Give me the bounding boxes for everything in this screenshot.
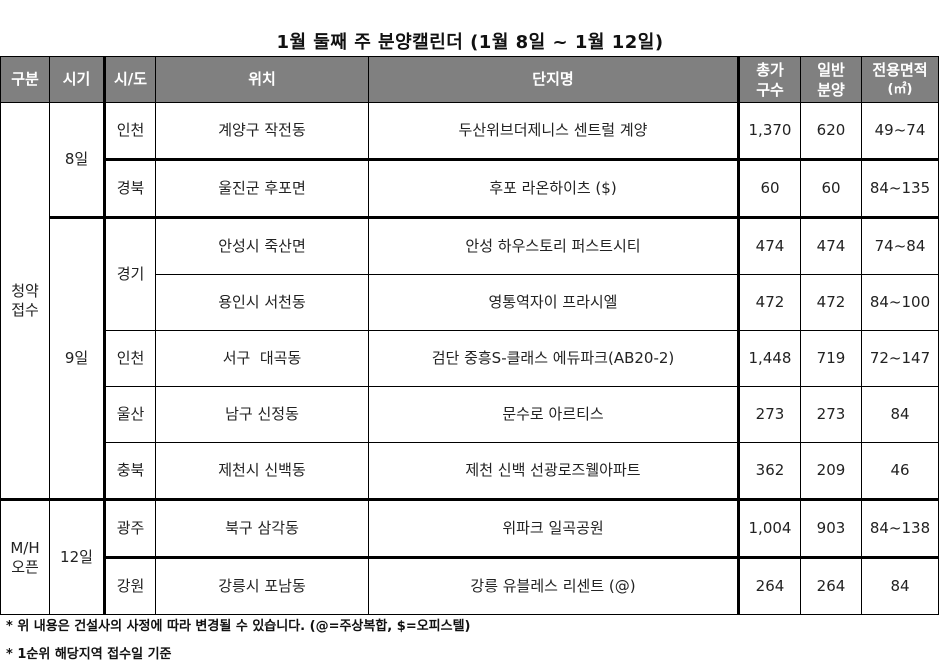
- table-row: 울산 남구 신정동 문수로 아르티스 273 273 84: [1, 386, 939, 443]
- general-sale-cell: 474: [800, 217, 862, 275]
- location-cell: 북구 삼각동: [155, 498, 369, 559]
- header-location: 위치: [155, 56, 369, 103]
- total-units-cell: 472: [737, 274, 801, 331]
- header-total-units-line2: 구수: [756, 80, 784, 99]
- region-cell: 경기: [103, 217, 156, 331]
- location-cell: 제천시 신백동: [155, 442, 369, 501]
- table-row: 강원 강릉시 포남동 강릉 유블레스 리센트 (@) 264 264 84: [1, 557, 939, 615]
- date-cell: 9일: [49, 217, 105, 500]
- group-label-line1: M/H: [10, 538, 40, 557]
- region-cell: 인천: [103, 102, 156, 160]
- complex-cell: 위파크 일곡공원: [368, 498, 739, 559]
- area-cell: 72~147: [861, 330, 939, 387]
- header-general-sale-line2: 분양: [817, 80, 845, 99]
- region-cell: 광주: [103, 498, 156, 559]
- date-cell: 12일: [49, 498, 105, 615]
- region-cell: 충북: [103, 442, 156, 501]
- region-cell: 울산: [103, 386, 156, 443]
- header-total-units: 총가 구수: [737, 56, 801, 103]
- header-general-sale-line1: 일반: [817, 60, 845, 79]
- location-cell: 강릉시 포남동: [155, 557, 369, 615]
- header-total-units-line1: 총가: [756, 60, 784, 79]
- total-units-cell: 264: [737, 557, 801, 615]
- total-units-cell: 362: [737, 442, 801, 501]
- general-sale-cell: 264: [800, 557, 862, 615]
- complex-cell: 두산위브더제니스 센트럴 계양: [368, 102, 739, 160]
- group-label-line1: 청약: [11, 281, 39, 300]
- location-cell: 계양구 작전동: [155, 102, 369, 160]
- total-units-cell: 1,448: [737, 330, 801, 387]
- sales-calendar-table: 구분 시기 시/도 위치 단지명 총가 구수 일반 분양 전용면적 (㎡) 청약…: [0, 56, 939, 615]
- area-cell: 84~138: [861, 498, 939, 559]
- group-label-line2: 오픈: [11, 557, 39, 576]
- area-cell: 49~74: [861, 102, 939, 160]
- header-complex: 단지명: [368, 56, 739, 103]
- group-cell-model-house: M/H 오픈: [0, 498, 50, 615]
- total-units-cell: 1,004: [737, 498, 801, 559]
- location-cell: 서구 대곡동: [155, 330, 369, 387]
- table-row: 9일 경기 안성시 죽산면 안성 하우스토리 퍼스트시티 474 474 74~…: [1, 217, 939, 500]
- complex-cell: 문수로 아르티스: [368, 386, 739, 443]
- region-cell: 강원: [103, 557, 156, 615]
- page-title: 1월 둘째 주 분양캘린더 (1월 8일 ~ 1월 12일): [276, 32, 664, 53]
- header-area-line1: 전용면적: [872, 60, 928, 79]
- group-cell-subscription: 청약 접수: [0, 102, 50, 501]
- table-row: 청약 접수 8일 인천 계양구 작전동 두산위브더제니스 센트럴 계양 1,37…: [0, 102, 939, 501]
- area-cell: 46: [861, 442, 939, 501]
- total-units-cell: 273: [737, 386, 801, 443]
- footnote-first-priority: * 1순위 해당지역 접수일 기준: [6, 647, 172, 662]
- table-row: 인천 서구 대곡동 검단 중흥S-클래스 에듀파크(AB20-2) 1,448 …: [1, 330, 939, 387]
- location-cell: 안성시 죽산면: [155, 217, 369, 275]
- group-label-line2: 접수: [11, 300, 39, 319]
- general-sale-cell: 60: [800, 158, 862, 219]
- general-sale-cell: 719: [800, 330, 862, 387]
- header-row: 구분 시기 시/도 위치 단지명 총가 구수 일반 분양 전용면적 (㎡): [0, 56, 939, 103]
- header-date: 시기: [49, 56, 105, 103]
- general-sale-cell: 273: [800, 386, 862, 443]
- area-cell: 84~100: [861, 274, 939, 331]
- location-cell: 울진군 후포면: [155, 158, 369, 219]
- table-row: 경북 울진군 후포면 후포 라온하이츠 ($) 60 60 84~135: [1, 158, 939, 219]
- complex-cell: 검단 중흥S-클래스 에듀파크(AB20-2): [368, 330, 739, 387]
- date-cell: 8일: [49, 102, 105, 219]
- total-units-cell: 60: [737, 158, 801, 219]
- table-row: 충북 제천시 신백동 제천 신백 선광로즈웰아파트 362 209 46: [1, 442, 939, 501]
- header-region: 시/도: [103, 56, 156, 103]
- table-row: 용인시 서천동 영통역자이 프라시엘 472 472 84~100: [1, 274, 939, 331]
- general-sale-cell: 620: [800, 102, 862, 160]
- location-cell: 남구 신정동: [155, 386, 369, 443]
- general-sale-cell: 209: [800, 442, 862, 501]
- area-cell: 84: [861, 386, 939, 443]
- complex-cell: 영통역자이 프라시엘: [368, 274, 739, 331]
- area-cell: 84~135: [861, 158, 939, 219]
- complex-cell: 안성 하우스토리 퍼스트시티: [368, 217, 739, 275]
- total-units-cell: 1,370: [737, 102, 801, 160]
- region-cell: 경북: [103, 158, 156, 219]
- complex-cell: 강릉 유블레스 리센트 (@): [368, 557, 739, 615]
- header-area-line2: (㎡): [887, 81, 913, 97]
- general-sale-cell: 472: [800, 274, 862, 331]
- complex-cell: 후포 라온하이츠 ($): [368, 158, 739, 219]
- footnote-change-notice: * 위 내용은 건설사의 사정에 따라 변경될 수 있습니다. (@=주상복합,…: [6, 619, 471, 634]
- location-cell: 용인시 서천동: [155, 274, 369, 331]
- region-cell: 인천: [103, 330, 156, 387]
- header-category: 구분: [0, 56, 50, 103]
- header-area: 전용면적 (㎡): [861, 56, 939, 103]
- total-units-cell: 474: [737, 217, 801, 275]
- table-row: M/H 오픈 12일 광주 북구 삼각동 위파크 일곡공원 1,004 903 …: [0, 498, 939, 615]
- area-cell: 74~84: [861, 217, 939, 275]
- header-general-sale: 일반 분양: [800, 56, 862, 103]
- complex-cell: 제천 신백 선광로즈웰아파트: [368, 442, 739, 501]
- area-cell: 84: [861, 557, 939, 615]
- general-sale-cell: 903: [800, 498, 862, 559]
